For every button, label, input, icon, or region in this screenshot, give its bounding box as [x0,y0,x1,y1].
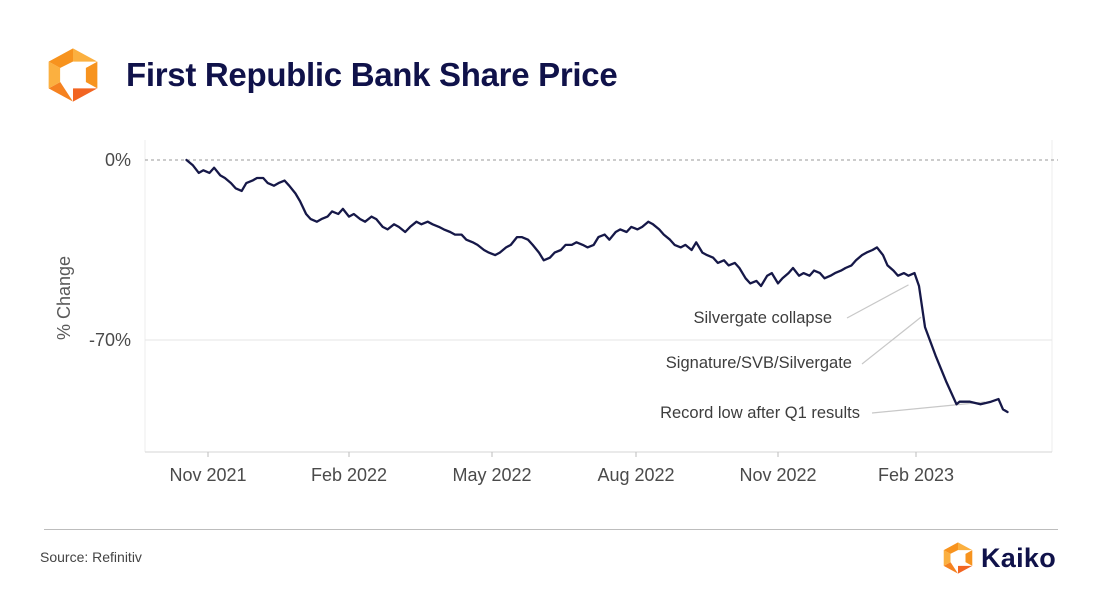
y-tick-label: 0% [105,150,131,170]
footer-divider [44,529,1058,530]
series-line [185,158,1009,414]
page-title: First Republic Bank Share Price [126,56,618,93]
x-tick-label: Feb 2022 [311,465,387,485]
x-tick-label: Nov 2022 [739,465,816,485]
y-tick-label: -70% [89,330,131,350]
x-tick-label: Aug 2022 [597,465,674,485]
annotation-leader [871,401,986,414]
annotation-label: Record low after Q1 results [660,404,860,422]
series-layer [185,158,1009,414]
kaiko-logo-icon [48,48,98,102]
brand-footer: Kaiko [941,540,1056,576]
x-tick-label: Nov 2021 [169,465,246,485]
brand-name: Kaiko [981,542,1057,573]
axis-layer: 0% -70% Nov 2021 Feb 2022 May 2022 Aug 2022 No… [54,150,1052,485]
x-tick-label: May 2022 [452,465,531,485]
kaiko-logo-icon [943,542,973,574]
annotation-layer: Silvergate collapse Signature/SVB/Silverg… [660,284,986,422]
annotation-label: Signature/SVB/Silvergate [666,354,852,372]
annotation-leader [861,316,922,365]
source-note: Source: Refinitiv [40,549,142,565]
annotation-leader [846,284,909,319]
grid-layer [144,140,1058,452]
y-axis-title: % Change [54,256,74,340]
annotation-label: Silvergate collapse [694,309,833,327]
x-tick-label: Feb 2023 [878,465,954,485]
